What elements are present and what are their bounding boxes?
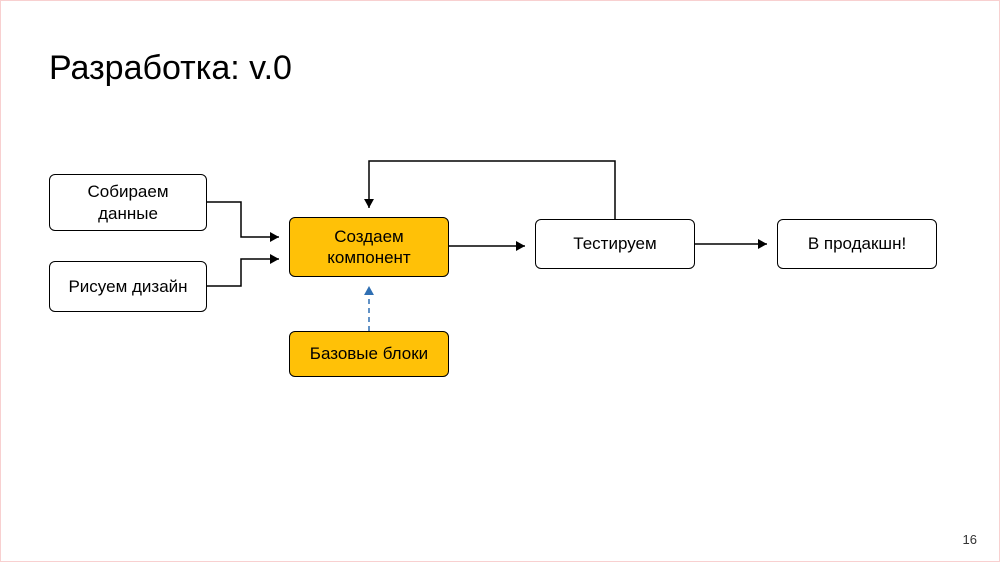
node-prod: В продакшн! [777,219,937,269]
node-test: Тестируем [535,219,695,269]
node-draw_design: Рисуем дизайн [49,261,207,312]
node-base_blocks: Базовые блоки [289,331,449,377]
arrowhead-e3 [516,241,525,251]
edge-e2 [207,259,279,286]
arrowhead-e1 [270,232,279,242]
node-collect_data: Собираемданные [49,174,207,231]
arrowhead-e6 [364,286,374,295]
arrowhead-e4 [758,239,767,249]
arrowhead-e5 [364,199,374,208]
flowchart-diagram: Собираемданные Рисуем дизайн Создаемкомпон… [1,1,1000,562]
page-number: 16 [963,532,977,547]
edge-e1 [207,202,279,237]
node-create_comp: Создаемкомпонент [289,217,449,277]
arrowhead-e2 [270,254,279,264]
edge-e5 [369,161,615,219]
